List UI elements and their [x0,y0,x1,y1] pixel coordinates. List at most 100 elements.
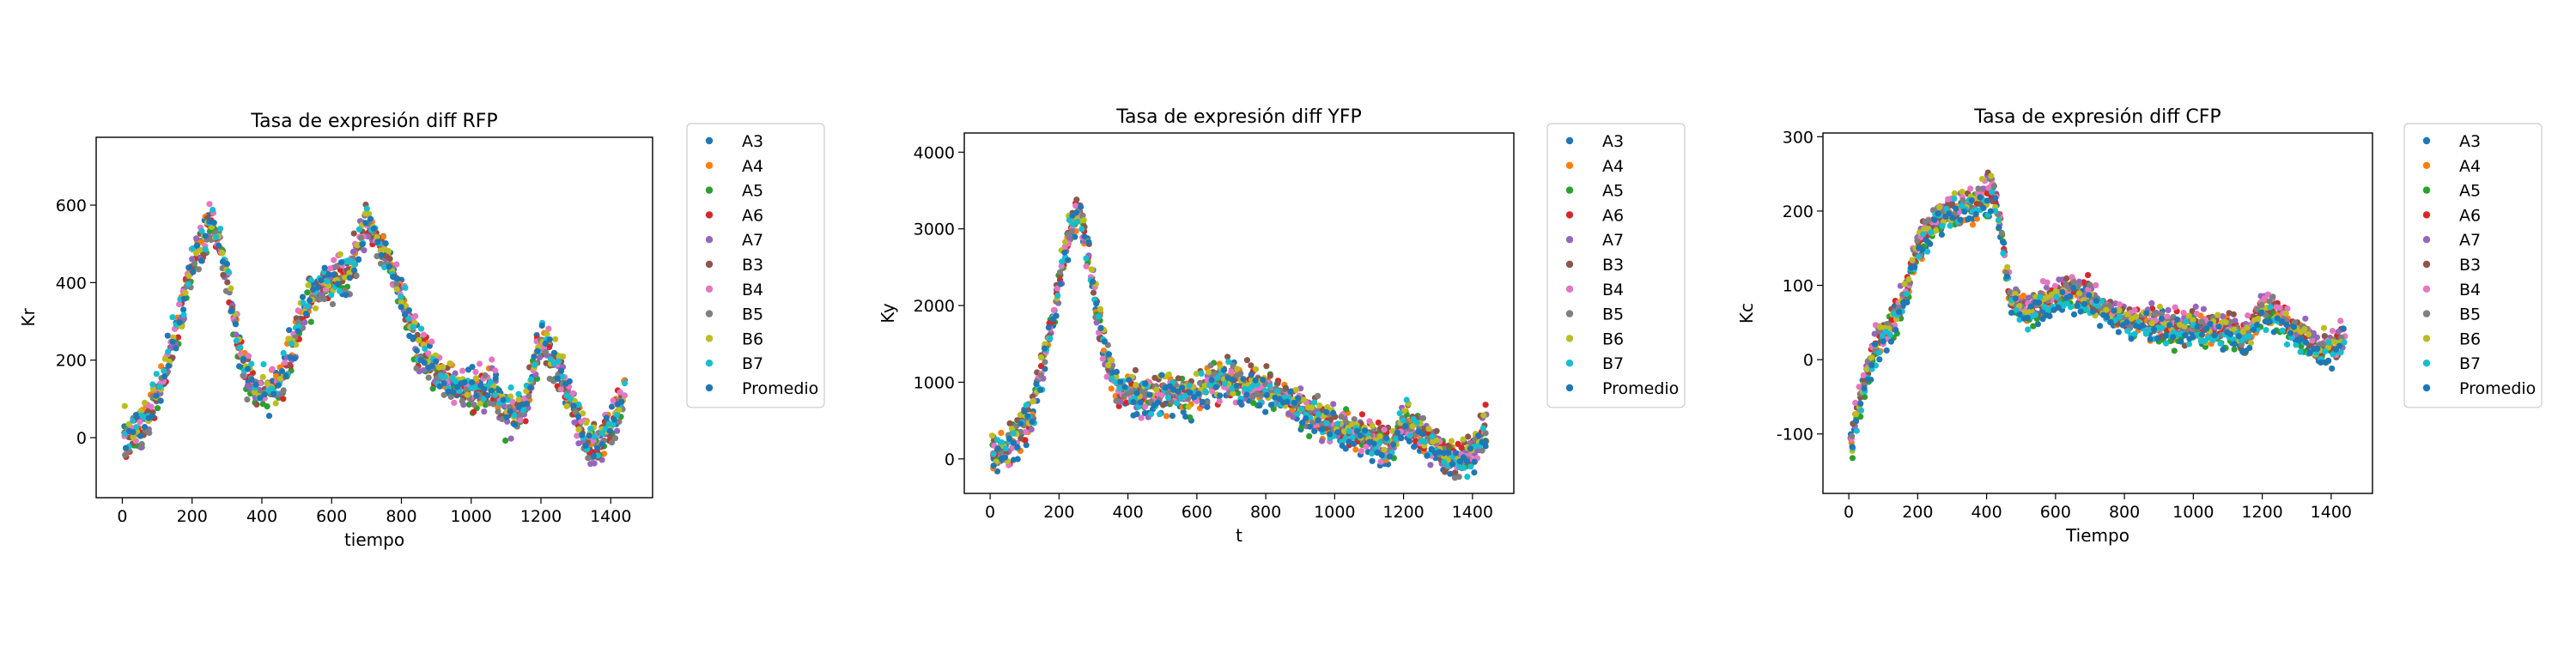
data-point [361,247,368,254]
data-point [1299,420,1306,426]
data-point [2284,305,2291,312]
data-point [1105,362,1112,369]
data-point [2335,328,2342,336]
data-point [363,205,370,212]
data-point [1158,391,1165,398]
data-point [2115,329,2122,336]
data-point [1402,422,1409,430]
data-point [1433,437,1440,444]
data-point [346,275,353,281]
data-point [2320,324,2327,331]
data-point [1338,414,1345,420]
data-point [1977,194,1984,201]
data-point [1381,426,1388,433]
data-point [528,376,535,383]
data-point [351,261,358,268]
data-point [412,312,419,319]
data-point [1924,248,1931,255]
data-point [359,241,366,248]
data-point [1948,201,1955,208]
data-point [2044,279,2050,286]
data-point [1028,426,1035,432]
data-point [481,408,488,415]
data-point [299,293,307,300]
data-point [1901,281,1908,287]
data-point [2116,307,2123,314]
data-point [161,373,168,380]
data-point [1358,411,1365,418]
data-point [611,416,617,423]
data-point [337,251,343,257]
data-point [582,442,589,450]
data-point [2075,290,2083,297]
x-tick-label: 1400 [2311,503,2352,522]
data-point [1061,249,1068,256]
data-point [440,364,447,371]
data-point [550,360,558,367]
legend-marker [2422,384,2431,392]
data-point [2037,293,2044,301]
data-point [1471,469,1478,476]
data-point [1911,263,1918,270]
data-point [130,429,137,436]
data-point [2131,330,2138,337]
data-point [1460,436,1467,443]
data-point [2051,282,2058,289]
data-point [251,389,258,396]
data-point [490,401,497,408]
data-point [418,325,425,332]
data-point [563,402,570,409]
data-point [206,201,213,208]
data-point [1860,372,1867,378]
legend-marker [2422,161,2431,169]
data-point [146,429,153,437]
y-tick-label: 1000 [914,373,955,392]
data-point [410,334,416,341]
legend: A3 A4 A5 A6 A7 B3 B4 B5 B6 B7 Promedio [2403,123,2543,408]
data-point [1445,450,1452,457]
data-point [1880,338,1886,345]
data-point [2211,332,2218,339]
data-point [1366,418,1373,425]
legend-entry: B7 [1602,354,1624,373]
data-point [1868,362,1875,369]
data-point [370,225,377,232]
data-point [461,379,468,386]
data-point [2181,323,2188,330]
data-point [301,319,308,326]
data-point [1915,253,1923,260]
data-point [614,427,621,434]
data-point [333,263,340,269]
data-point [487,379,495,386]
data-point [410,324,416,330]
data-point [193,235,200,242]
data-point [280,387,287,394]
data-point [1042,359,1048,366]
data-point [240,355,246,362]
legend-marker [1565,211,1574,219]
data-point [617,389,623,396]
x-axis-label: Tiempo [2065,525,2129,546]
data-point [1295,395,1302,402]
data-point [1263,391,1270,399]
data-point [574,414,582,420]
data-point [173,345,179,352]
data-point [2059,288,2066,296]
data-point [413,348,420,354]
data-point [1849,432,1856,439]
data-point [2173,316,2181,323]
data-point [534,348,541,354]
data-point [421,360,428,366]
data-point [1164,394,1172,401]
data-point [1857,400,1864,407]
data-point [1471,458,1478,465]
data-point [1421,438,1428,445]
data-point [228,285,234,292]
data-point [1394,429,1400,436]
data-point [1972,211,1979,218]
data-point [1175,388,1182,395]
data-point [2182,318,2190,325]
data-point [1931,216,1938,223]
data-point [1453,450,1460,457]
legend: A3 A4 A5 A6 A7 B3 B4 B5 B6 B7 Promedio [1546,123,1686,408]
